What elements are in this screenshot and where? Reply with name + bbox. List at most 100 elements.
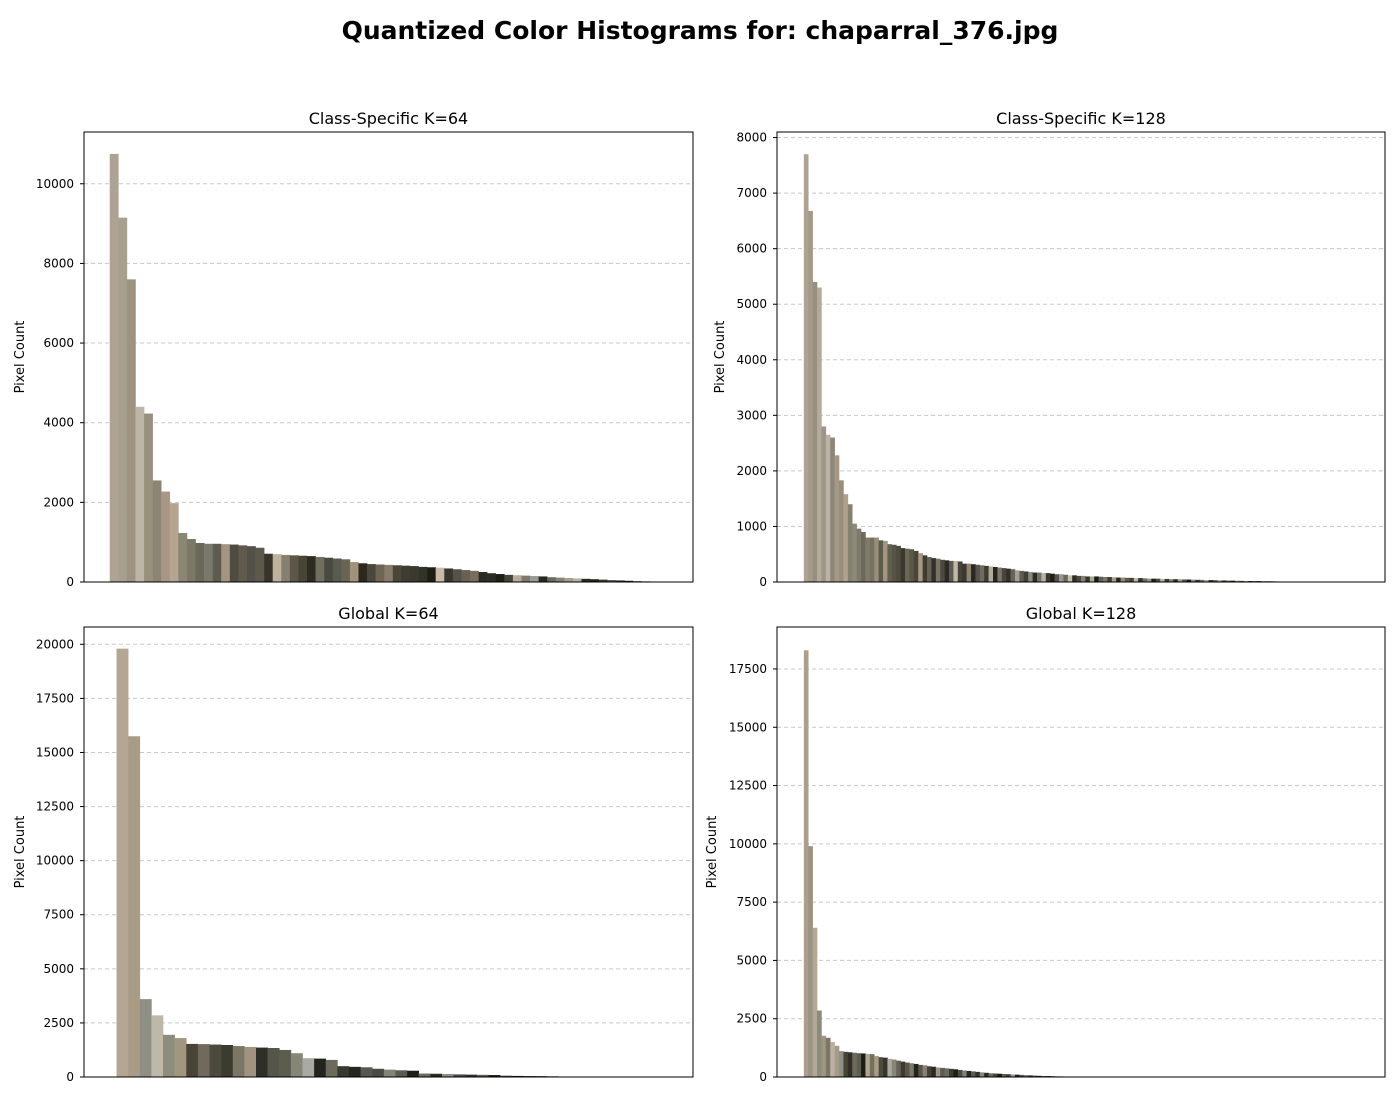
bar xyxy=(905,1062,910,1077)
bar xyxy=(997,567,1003,582)
bar xyxy=(598,579,608,582)
bar xyxy=(918,553,923,582)
bar xyxy=(812,282,818,582)
bar xyxy=(1116,577,1121,582)
bar xyxy=(128,736,141,1077)
bar xyxy=(887,544,893,582)
bar xyxy=(151,1015,164,1077)
bar xyxy=(547,577,557,582)
bar xyxy=(1041,1075,1047,1077)
bar xyxy=(922,1065,928,1077)
bar xyxy=(962,1070,967,1077)
bar xyxy=(1001,568,1007,582)
y-tick-label: 5000 xyxy=(736,297,767,311)
bar xyxy=(401,565,411,582)
bar xyxy=(984,565,989,582)
bar xyxy=(900,1061,906,1077)
bar xyxy=(1032,1075,1038,1077)
bar xyxy=(607,580,617,582)
bar xyxy=(966,1070,972,1077)
bar xyxy=(418,566,428,582)
bar xyxy=(839,1051,844,1077)
bar xyxy=(1182,579,1187,582)
bar xyxy=(922,555,928,582)
y-tick-label: 0 xyxy=(759,575,767,589)
bar xyxy=(1243,580,1249,582)
bar xyxy=(279,1049,292,1077)
bar xyxy=(971,564,976,582)
bar xyxy=(1168,579,1174,582)
bar xyxy=(461,570,471,582)
bar xyxy=(478,572,488,582)
bar xyxy=(1045,573,1051,582)
bar xyxy=(221,544,231,582)
bar xyxy=(949,560,954,582)
bar xyxy=(500,1075,512,1077)
bar xyxy=(272,554,282,582)
y-tick-label: 10000 xyxy=(36,854,74,868)
bar xyxy=(1085,576,1091,582)
y-tick-label: 0 xyxy=(66,575,74,589)
bar xyxy=(109,153,119,582)
bar xyxy=(1221,580,1227,582)
bar xyxy=(847,504,853,582)
bar xyxy=(435,567,445,582)
y-tick-label: 6000 xyxy=(736,242,767,256)
bar xyxy=(264,553,274,582)
bar xyxy=(615,580,625,582)
bar xyxy=(1067,575,1073,582)
bar xyxy=(116,648,129,1077)
bar xyxy=(169,503,179,582)
bar xyxy=(808,846,813,1077)
bar xyxy=(896,1060,901,1077)
bar xyxy=(530,576,539,582)
bar xyxy=(360,1067,373,1077)
bar xyxy=(1124,577,1130,582)
y-axis-label: Pixel Count xyxy=(713,321,728,394)
bar xyxy=(1094,576,1099,582)
bar xyxy=(1190,579,1196,582)
bar xyxy=(979,565,985,582)
bar xyxy=(874,1056,879,1077)
bar xyxy=(874,537,879,582)
bar xyxy=(1023,571,1029,582)
chart-title: Global K=64 xyxy=(338,604,438,623)
bar xyxy=(538,576,548,582)
bar xyxy=(979,1072,985,1077)
bar xyxy=(869,537,875,582)
bar xyxy=(966,563,972,582)
bar xyxy=(395,1070,408,1077)
bar xyxy=(918,1064,923,1077)
bar xyxy=(358,563,368,582)
bar xyxy=(1010,1074,1016,1077)
bar xyxy=(1050,573,1055,582)
bar xyxy=(1006,568,1011,582)
bar xyxy=(1234,580,1240,582)
bar xyxy=(512,575,522,582)
plot-frame xyxy=(776,626,1386,1078)
bar xyxy=(909,549,915,582)
bar xyxy=(900,548,906,582)
bar xyxy=(209,1044,222,1077)
y-tick-label: 3000 xyxy=(736,408,767,422)
y-tick-label: 7500 xyxy=(736,895,767,909)
bar xyxy=(803,650,809,1077)
y-tick-label: 15000 xyxy=(729,720,767,734)
bar xyxy=(392,565,402,582)
bar xyxy=(1146,578,1152,582)
bar xyxy=(993,567,998,582)
bar xyxy=(246,546,256,582)
chart-panel-4: 0 2500 5000 7500 10000 12500 15000 17500 Global … xyxy=(705,604,1386,1084)
bar xyxy=(427,567,436,582)
chart-panel-2: 0 1000 2000 3000 4000 5000 6000 7000 8000 Class-S… xyxy=(713,109,1386,589)
bar xyxy=(839,480,844,582)
bar xyxy=(444,568,454,582)
bar xyxy=(197,1044,210,1077)
y-tick-label: 7500 xyxy=(43,908,74,922)
bar xyxy=(865,1053,871,1077)
bar xyxy=(1239,580,1245,582)
bar xyxy=(1032,572,1038,582)
bar xyxy=(1212,580,1218,582)
bar xyxy=(1054,574,1060,582)
